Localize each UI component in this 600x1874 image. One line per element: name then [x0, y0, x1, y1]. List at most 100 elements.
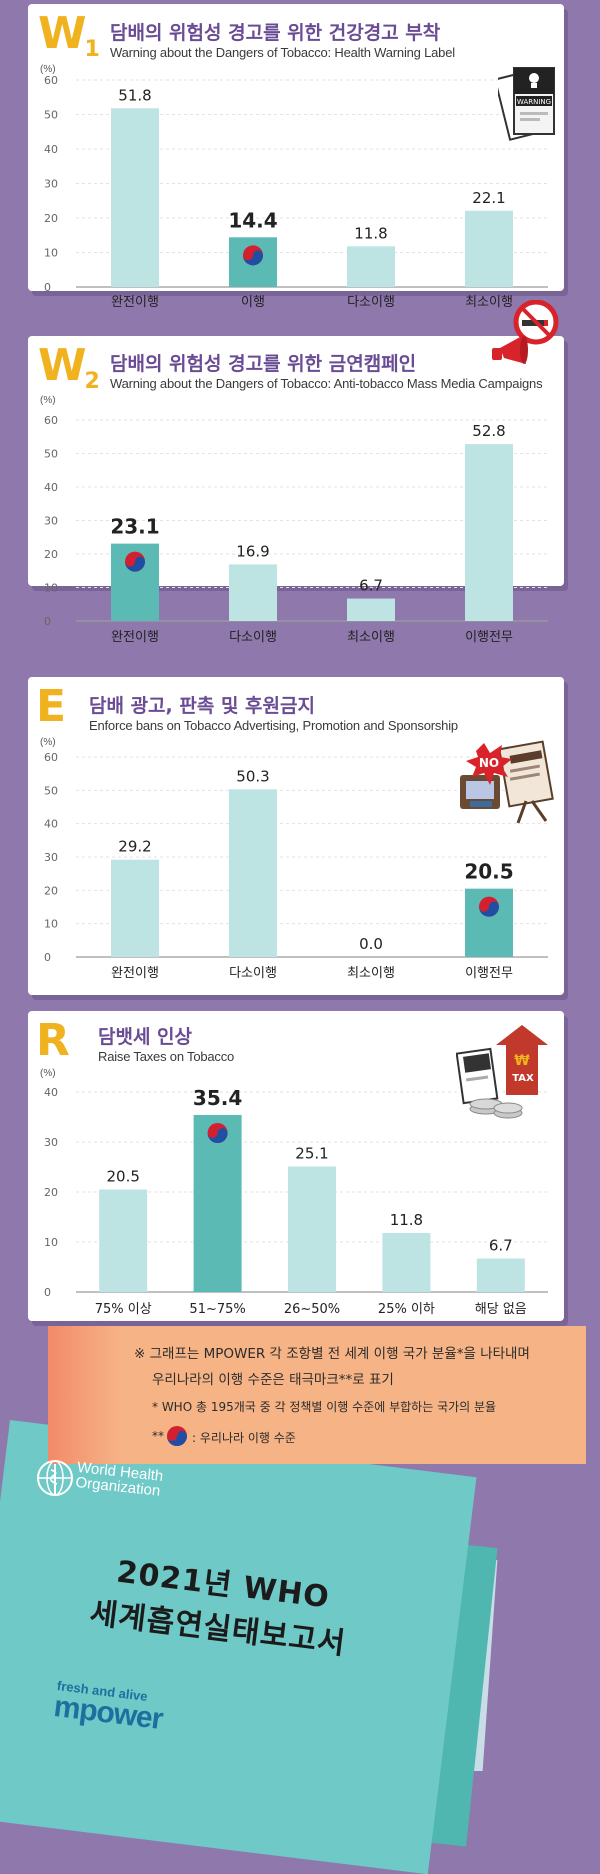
bar-value-label: 14.4: [228, 208, 277, 232]
taegeuk-marker-icon: [125, 551, 145, 572]
y-axis-unit: (%): [40, 737, 56, 748]
category-label: 이행전무: [465, 965, 513, 981]
tax-increase-icon: ₩ TAX: [455, 1025, 556, 1129]
bar-value-label: 22.1: [472, 189, 505, 207]
y-tick-label: 30: [44, 851, 58, 864]
bar-value-label: 23.1: [110, 515, 159, 539]
y-tick-label: 60: [44, 414, 58, 427]
taegeuk-marker-icon: [243, 245, 263, 266]
section-title-ko: 담뱃세 인상: [98, 1026, 193, 1048]
y-tick-label: 50: [44, 109, 58, 122]
bar: [347, 598, 395, 621]
badge-subscript: 1: [84, 37, 100, 62]
bar: [465, 210, 513, 287]
y-tick-label: 0: [44, 951, 51, 964]
y-tick-label: 30: [44, 515, 58, 528]
y-tick-label: 40: [44, 818, 58, 831]
bar: [347, 246, 395, 287]
y-axis-unit: (%): [40, 64, 56, 75]
footnote-line-3: * WHO 총 195개국 중 각 정책별 이행 수준에 부합하는 국가의 분율: [152, 1400, 497, 1414]
y-axis-unit: (%): [40, 1068, 56, 1079]
y-tick-label: 10: [44, 918, 58, 931]
y-tick-label: 0: [44, 281, 51, 294]
y-tick-label: 20: [44, 212, 58, 225]
bar-value-label: 11.8: [390, 1211, 423, 1229]
y-tick-label: 20: [44, 548, 58, 561]
footnote-line-2: 우리나라의 이행 수준은 태극마크**로 표기: [152, 1372, 394, 1388]
category-label: 다소이행: [229, 965, 277, 981]
taegeuk-marker-icon: [479, 896, 499, 917]
category-label: 해당 없음: [475, 1302, 527, 1317]
bar: [476, 1258, 525, 1292]
category-label: 최소이행: [347, 629, 395, 645]
pack-warning-text: WARNING: [517, 98, 551, 106]
y-tick-label: 60: [44, 74, 58, 87]
bar-value-label: 35.4: [193, 1086, 242, 1110]
badge-letter: E: [36, 681, 66, 732]
category-label: 다소이행: [347, 294, 395, 310]
section-badge: W1: [38, 8, 100, 62]
y-tick-label: 10: [44, 1236, 58, 1249]
footnote-line-4: : 우리나라 이행 수준: [192, 1431, 296, 1445]
no-advertising-icon: NO: [456, 739, 556, 833]
section-badge: E: [36, 681, 66, 732]
chart-r: 0 10 20 30 40 20.5 75% 이상 35.4 51~75% 25.1 26~50% 1…: [44, 1086, 548, 1317]
section-card-w1: W1 담배의 위험성 경고를 위한 건강경고 부착 Warning about …: [28, 4, 564, 310]
section-card-e: E 담배 광고, 판촉 및 후원금지 Enforce bans on Tobac…: [28, 677, 564, 995]
chart-w1: 0 10 20 30 40 50 60 51.8 완전이행 14.4 이행 11.8 다소이행 22.1 최…: [44, 74, 548, 310]
y-tick-label: 0: [44, 1286, 51, 1299]
bar-value-label: 20.5: [106, 1168, 139, 1186]
bar-value-label: 6.7: [359, 577, 383, 595]
bar-value-label: 16.9: [236, 542, 269, 560]
bar: [99, 1189, 148, 1292]
category-label: 최소이행: [465, 294, 513, 310]
who-emblem-icon: [35, 1458, 75, 1502]
footnote-box: ※ 그래프는 MPOWER 각 조항별 전 세계 이행 국가 분율*을 나타내며…: [48, 1326, 586, 1464]
category-label: 완전이행: [111, 965, 159, 981]
bar: [111, 108, 159, 287]
bar: [465, 444, 513, 621]
footnote-accent-strip: [48, 1326, 120, 1464]
bar-value-label: 20.5: [464, 860, 513, 884]
section-badge: W2: [38, 340, 100, 394]
footnote-line-1: ※ 그래프는 MPOWER 각 조항별 전 세계 이행 국가 분율*을 나타내며: [134, 1346, 530, 1362]
section-title-en: Warning about the Dangers of Tobacco: He…: [110, 45, 455, 60]
footnote-marker: **: [152, 1429, 164, 1443]
category-label: 완전이행: [111, 629, 159, 645]
section-title-en: Enforce bans on Tobacco Advertising, Pro…: [89, 718, 458, 733]
y-tick-label: 0: [44, 615, 51, 628]
tax-label: TAX: [512, 1073, 534, 1084]
category-label: 최소이행: [347, 965, 395, 981]
badge-letter: W: [38, 340, 87, 391]
bar: [111, 859, 159, 957]
category-label: 75% 이상: [95, 1302, 152, 1317]
bar-value-label: 6.7: [489, 1237, 513, 1255]
bar: [288, 1166, 336, 1292]
category-label: 이행전무: [465, 629, 513, 645]
category-label: 다소이행: [229, 629, 277, 645]
category-label: 26~50%: [284, 1302, 340, 1317]
y-tick-label: 10: [44, 582, 58, 595]
y-tick-label: 40: [44, 481, 58, 494]
badge-subscript: 2: [84, 369, 100, 394]
bar: [382, 1233, 431, 1292]
y-tick-label: 50: [44, 448, 58, 461]
section-title-en: Raise Taxes on Tobacco: [98, 1049, 235, 1064]
chart-e: 0 10 20 30 40 50 60 29.2 완전이행 50.3 다소이행 0.0 최소이행 20.5…: [44, 751, 548, 981]
bar: [229, 789, 277, 957]
chart-w2: 0 10 20 30 40 50 60 23.1 완전이행 16.9 다소이행 6.7 최소이행 52.8…: [44, 414, 548, 645]
y-tick-label: 20: [44, 1186, 58, 1199]
badge-letter: R: [36, 1015, 70, 1066]
y-tick-label: 30: [44, 1136, 58, 1149]
bar-value-label: 11.8: [354, 224, 387, 242]
section-card-r: R 담뱃세 인상 Raise Taxes on Tobacco (%) 0 10 2…: [28, 1011, 564, 1321]
bar-value-label: 51.8: [118, 86, 151, 104]
section-title-ko: 담배의 위험성 경고를 위한 금연캠페인: [110, 353, 417, 375]
category-label: 25% 이하: [378, 1302, 435, 1317]
bar: [229, 564, 277, 621]
bar: [193, 1115, 242, 1292]
no-sign-text: NO: [479, 756, 499, 770]
currency-symbol: ₩: [514, 1053, 530, 1069]
taegeuk-icon: [166, 1425, 188, 1451]
y-tick-label: 40: [44, 143, 58, 156]
